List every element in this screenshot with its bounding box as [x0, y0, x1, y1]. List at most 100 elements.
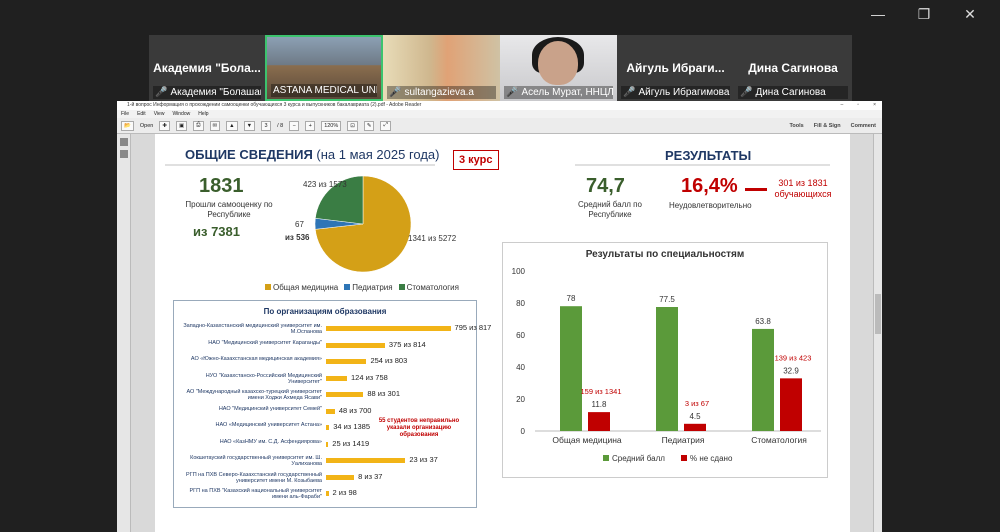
participant-tile[interactable]: 🎤Асель Мурат, ННЦЛРЗ — [500, 35, 617, 101]
toolbar-right-tools: Tools Fill & Sign Comment — [789, 123, 876, 129]
open-button[interactable]: Open — [139, 122, 154, 129]
fill-sign-button[interactable]: Fill & Sign — [813, 122, 841, 129]
org-value: 124 из 758 — [350, 372, 388, 382]
participant-tile[interactable]: 🎤 sultangazieva.a — [383, 35, 500, 101]
org-value: 23 из 37 — [409, 455, 438, 464]
zoom-select[interactable]: 120% — [321, 120, 342, 131]
bar-data-label: 32.9 — [783, 366, 799, 375]
folder-icon[interactable]: 📂 — [121, 120, 134, 131]
org-row: РГП на ПХВ Северо-Казахстанский государс… — [174, 472, 478, 486]
tools-button[interactable]: Tools — [789, 122, 804, 129]
org-row: Кокшетауский государственный университет… — [174, 455, 478, 469]
menu-view[interactable]: View — [153, 111, 165, 117]
reader-restore-icon[interactable]: ▫ — [857, 102, 860, 108]
save-icon[interactable]: ▣ — [175, 120, 188, 131]
mic-muted-icon: 🎤 — [506, 87, 519, 98]
org-value: 48 из 700 — [338, 405, 372, 415]
menu-edit[interactable]: Edit — [137, 111, 146, 117]
reader-close-icon[interactable]: × — [873, 102, 876, 108]
participant-strip: Академия "Бола... 🎤Академия "Болашак"...… — [149, 35, 852, 101]
chart-title: Результаты по специальностям — [585, 249, 745, 260]
bar-fail — [684, 423, 706, 431]
y-tick-label: 20 — [516, 395, 525, 404]
participant-caption: 🎤Академия "Болашак"... — [153, 86, 261, 99]
participant-tile[interactable]: Академия "Бола... 🎤Академия "Болашак"... — [149, 35, 265, 101]
participant-caption: 🎤 Айгуль Ибрагимова — [621, 86, 730, 99]
fit-page-icon[interactable]: ⊡ — [347, 120, 358, 131]
create-icon[interactable]: ✚ — [159, 120, 170, 131]
org-name: АО «Южно-Казахстанская медицинская акаде… — [190, 356, 322, 362]
average-score-value: 74,7 — [586, 175, 625, 197]
org-row: АО «Южно-Казахстанская медицинская акаде… — [174, 356, 478, 370]
participant-tile[interactable]: Айгуль Ибраги... 🎤 Айгуль Ибрагимова — [617, 35, 734, 101]
print-icon[interactable]: ⎙ — [193, 120, 204, 131]
org-bar — [326, 342, 385, 348]
participant-name-large: Айгуль Ибраги... — [626, 61, 725, 75]
bar-fail — [588, 412, 610, 431]
menu-help[interactable]: Help — [198, 111, 209, 117]
y-tick-label: 100 — [512, 267, 526, 276]
restore-button[interactable]: ❐ — [917, 6, 931, 22]
org-row: Западно-Казахстанский медицинский универ… — [174, 323, 491, 337]
org-name: Западно-Казахстанский медицинский универ… — [183, 323, 322, 335]
zoom-out-icon[interactable]: − — [289, 120, 300, 131]
attachment-icon[interactable] — [120, 150, 128, 158]
participant-tile[interactable]: Дина Сагинова 🎤 Дина Сагинова — [734, 35, 852, 101]
page-number-input[interactable]: 3 — [261, 120, 272, 131]
scrollbar-thumb[interactable] — [875, 294, 881, 334]
x-category-label: Педиатрия — [662, 435, 705, 445]
mail-icon[interactable]: ✉ — [209, 120, 221, 131]
org-row: НУО "Казахстанско-Российский Медицинский… — [174, 373, 478, 387]
pie-label-pediatrics-value: 67 — [295, 220, 304, 229]
bar-data-label: 77.5 — [659, 295, 675, 304]
next-page-icon[interactable]: ▼ — [243, 120, 256, 131]
prev-page-icon[interactable]: ▲ — [226, 120, 238, 131]
bar-avg — [560, 306, 582, 431]
y-tick-label: 40 — [516, 363, 525, 372]
org-bar — [326, 441, 329, 447]
divider — [165, 164, 435, 166]
total-passed-label: Прошли самооценку по Республике — [185, 200, 273, 219]
org-row: РГП на ПХВ "Казахский национальный униве… — [174, 488, 478, 502]
mic-muted-icon: 🎤 — [623, 87, 636, 98]
fail-dash — [745, 188, 767, 191]
org-name: Кокшетауский государственный университет… — [190, 455, 322, 467]
org-value: 375 из 814 — [388, 339, 426, 349]
menu-bar: File Edit View Window Help — [117, 110, 882, 118]
legend-swatch — [603, 455, 609, 461]
expand-icon[interactable]: ⤢ — [380, 120, 391, 131]
specialty-pie-chart — [314, 175, 412, 273]
page-total: / 8 — [277, 122, 284, 129]
minimize-button[interactable]: — — [871, 6, 885, 22]
org-row: НАО "Медицинский университет Караганды" 3… — [174, 340, 478, 354]
participant-caption: 🎤 Дина Сагинова — [738, 86, 848, 99]
vertical-scrollbar[interactable] — [873, 134, 882, 532]
menu-file[interactable]: File — [121, 111, 130, 117]
bar-data-label: 78 — [567, 294, 576, 303]
legend-swatch — [265, 284, 271, 290]
course-badge: 3 курс — [453, 150, 499, 170]
org-bar — [326, 392, 364, 397]
menu-window[interactable]: Window — [172, 111, 191, 117]
participant-tile-active[interactable]: ASTANA MEDICAL UNIV... — [265, 35, 383, 101]
org-note: 55 студентов неправильно указали организ… — [378, 418, 460, 438]
legend-label: Средний балл — [612, 454, 665, 463]
divider — [575, 164, 830, 166]
org-row: НАО «Медицинский университет Астана» 34 и… — [174, 422, 478, 436]
org-bar — [326, 425, 330, 430]
close-button[interactable]: ✕ — [964, 6, 976, 22]
reader-minimize-icon[interactable]: – — [840, 102, 844, 108]
org-bar — [326, 326, 451, 331]
org-bar — [326, 491, 329, 496]
comment-icon[interactable]: ✎ — [363, 120, 375, 131]
org-name: НАО «Медицинский университет Астана» — [215, 422, 322, 428]
pie-legend: Общая медицина Педиатрия Стоматология — [265, 283, 459, 292]
comment-button[interactable]: Comment — [850, 122, 876, 129]
navigation-pane — [117, 134, 131, 532]
org-value: 34 из 1385 — [333, 422, 371, 431]
org-bar — [326, 375, 347, 381]
pages-icon[interactable] — [120, 138, 128, 146]
org-row: НАО "Медицинский университет Семей" 48 из… — [174, 406, 478, 420]
legend-swatch — [681, 455, 687, 461]
zoom-in-icon[interactable]: + — [305, 120, 316, 131]
